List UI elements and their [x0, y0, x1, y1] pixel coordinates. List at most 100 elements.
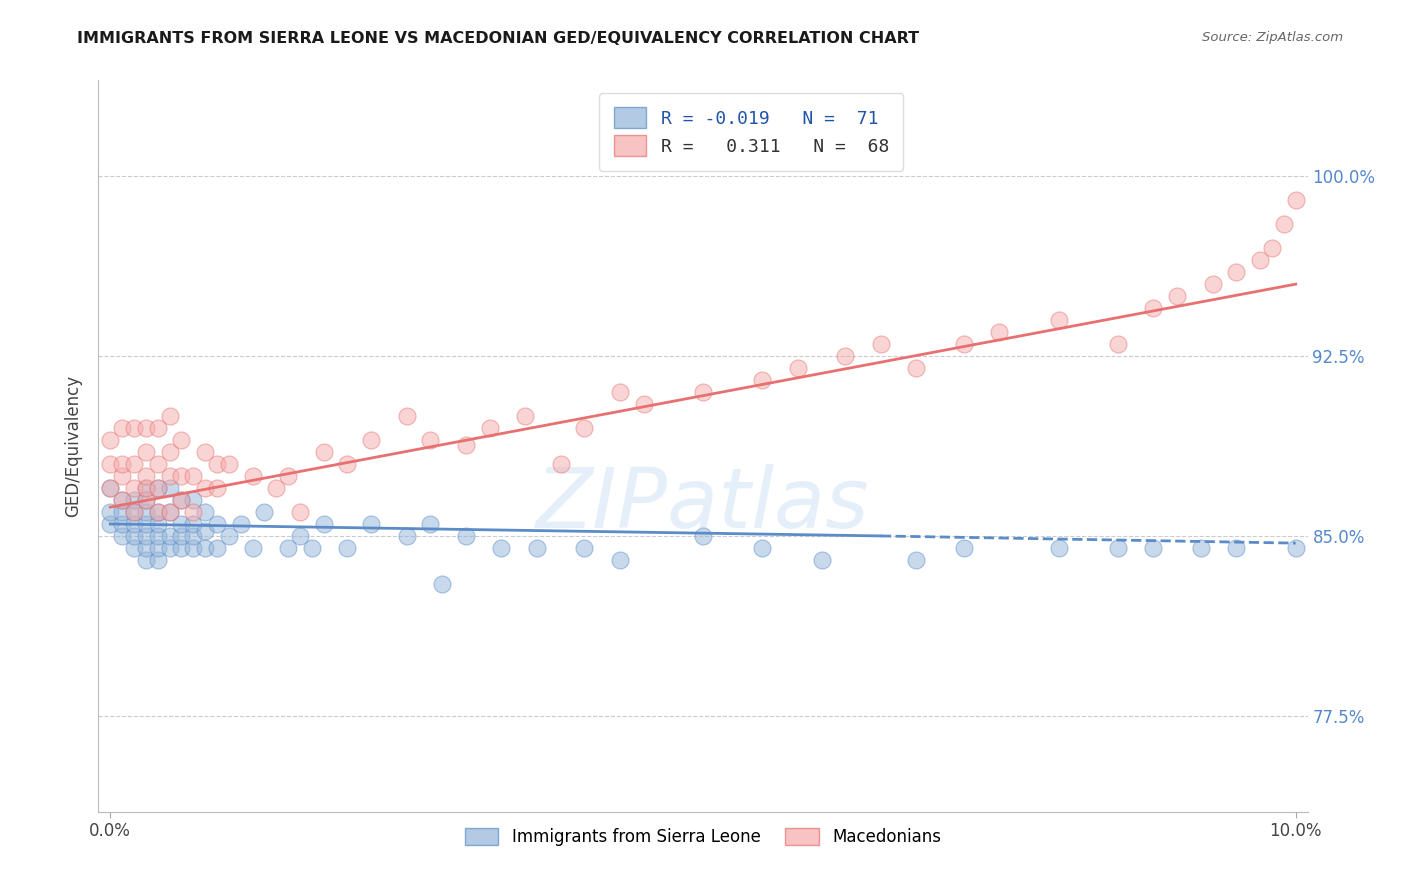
- Point: [122, 505, 145, 519]
- Point: [181, 469, 204, 483]
- Point: [111, 457, 134, 471]
- Point: [810, 553, 832, 567]
- Point: [159, 409, 181, 423]
- Point: [194, 445, 217, 459]
- Point: [609, 385, 631, 400]
- Text: ZIPatlas: ZIPatlas: [536, 464, 870, 545]
- Point: [229, 516, 252, 531]
- Point: [135, 553, 157, 567]
- Point: [146, 481, 169, 495]
- Point: [146, 481, 169, 495]
- Point: [135, 481, 157, 495]
- Point: [336, 457, 359, 471]
- Point: [1142, 301, 1164, 315]
- Point: [952, 541, 974, 555]
- Point: [312, 445, 335, 459]
- Point: [181, 529, 204, 543]
- Point: [170, 529, 193, 543]
- Point: [146, 553, 169, 567]
- Point: [122, 457, 145, 471]
- Point: [1285, 541, 1308, 555]
- Point: [181, 492, 204, 507]
- Point: [111, 516, 134, 531]
- Point: [122, 529, 145, 543]
- Point: [146, 505, 169, 519]
- Point: [146, 516, 169, 531]
- Point: [146, 421, 169, 435]
- Point: [111, 421, 134, 435]
- Point: [205, 516, 228, 531]
- Point: [98, 481, 121, 495]
- Point: [135, 421, 157, 435]
- Point: [170, 469, 193, 483]
- Point: [360, 433, 382, 447]
- Point: [952, 337, 974, 351]
- Point: [242, 541, 264, 555]
- Point: [159, 481, 181, 495]
- Point: [786, 361, 808, 376]
- Point: [135, 541, 157, 555]
- Point: [1189, 541, 1212, 555]
- Point: [834, 349, 856, 363]
- Point: [574, 421, 596, 435]
- Point: [478, 421, 501, 435]
- Point: [491, 541, 513, 555]
- Point: [288, 529, 311, 543]
- Point: [205, 457, 228, 471]
- Point: [1249, 253, 1271, 268]
- Point: [122, 516, 145, 531]
- Y-axis label: GED/Equivalency: GED/Equivalency: [65, 375, 83, 517]
- Text: Source: ZipAtlas.com: Source: ZipAtlas.com: [1202, 31, 1343, 45]
- Point: [1225, 541, 1247, 555]
- Point: [1272, 217, 1295, 231]
- Point: [135, 469, 157, 483]
- Point: [98, 505, 121, 519]
- Point: [869, 337, 891, 351]
- Point: [454, 438, 477, 452]
- Point: [1285, 193, 1308, 207]
- Point: [242, 469, 264, 483]
- Point: [205, 541, 228, 555]
- Point: [1047, 313, 1070, 327]
- Point: [98, 516, 121, 531]
- Point: [253, 505, 276, 519]
- Point: [135, 516, 157, 531]
- Point: [515, 409, 537, 423]
- Point: [301, 541, 323, 555]
- Point: [277, 469, 299, 483]
- Point: [146, 457, 169, 471]
- Point: [98, 481, 121, 495]
- Point: [395, 529, 418, 543]
- Point: [122, 505, 145, 519]
- Point: [905, 361, 928, 376]
- Point: [159, 445, 181, 459]
- Point: [159, 505, 181, 519]
- Point: [159, 469, 181, 483]
- Point: [194, 541, 217, 555]
- Point: [159, 541, 181, 555]
- Point: [1107, 337, 1129, 351]
- Point: [336, 541, 359, 555]
- Point: [288, 505, 311, 519]
- Point: [170, 433, 193, 447]
- Point: [550, 457, 572, 471]
- Point: [218, 529, 240, 543]
- Point: [312, 516, 335, 531]
- Point: [122, 541, 145, 555]
- Point: [1142, 541, 1164, 555]
- Point: [146, 529, 169, 543]
- Point: [159, 505, 181, 519]
- Point: [111, 469, 134, 483]
- Point: [181, 541, 204, 555]
- Point: [277, 541, 299, 555]
- Point: [111, 492, 134, 507]
- Point: [1261, 241, 1284, 255]
- Point: [170, 516, 193, 531]
- Point: [146, 505, 169, 519]
- Point: [170, 492, 193, 507]
- Legend: Immigrants from Sierra Leone, Macedonians: Immigrants from Sierra Leone, Macedonian…: [457, 820, 949, 855]
- Point: [454, 529, 477, 543]
- Point: [122, 421, 145, 435]
- Point: [988, 325, 1011, 339]
- Point: [135, 529, 157, 543]
